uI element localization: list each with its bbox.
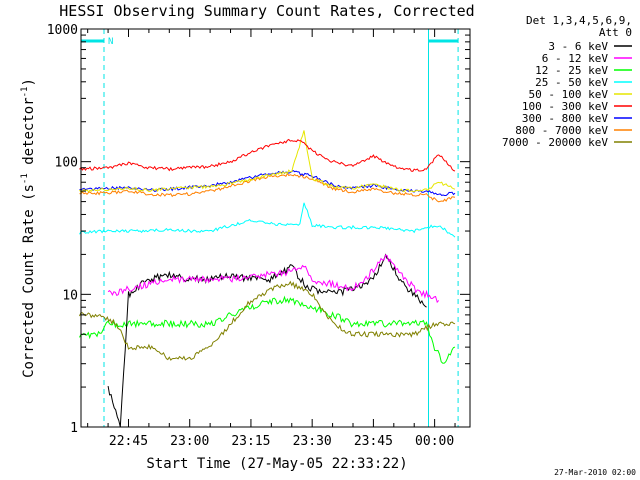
legend-label: 6 - 12 keV [542,52,609,65]
series-line-100-300-kev [79,138,456,172]
legend-header-line-2: Att 0 [599,26,632,39]
x-axis-label: Start Time (27-May-05 22:33:22) [146,456,407,472]
y-axis-ticks: 1 10 100 1000 [47,23,470,436]
x-tick-label: 23:30 [293,434,332,449]
legend-label: 300 - 800 keV [522,112,608,125]
legend-label: 12 - 25 keV [535,64,608,77]
x-tick-label: 22:45 [109,434,148,449]
y-axis-label-end: ) [21,78,37,86]
chart-title: HESSI Observing Summary Count Rates, Cor… [59,2,474,20]
y-axis-label-mid: detector [21,97,37,173]
y-tick-label: 10 [62,288,78,303]
series-layer [79,130,456,428]
plot-area-border [80,28,471,428]
y-axis-label-sup1: -1 [20,173,30,184]
series-line-7000-20000-kev [79,280,456,361]
series-line-12-25-kev [79,295,456,364]
x-tick-label: 23:45 [354,434,393,449]
x-axis-ticks: 22:45 23:00 23:15 23:30 23:45 00:00 [87,29,456,449]
footer-timestamp: 27-Mar-2010 02:00 [554,468,636,477]
series-line-6-12-kev [107,254,440,304]
legend-label: 7000 - 20000 keV [502,136,608,149]
y-tick-label: 1 [70,421,78,436]
x-tick-label: 23:15 [231,434,270,449]
y-axis-label: Corrected Count Rate (s-1 detector-1) [20,78,37,378]
y-tick-label: 100 [55,156,78,171]
legend-label: 100 - 300 keV [522,100,608,113]
legend-label: 25 - 50 keV [535,76,608,89]
series-line-25-50-kev [79,202,456,238]
night-label: N [108,37,113,47]
x-tick-label: 23:00 [170,434,209,449]
y-axis-label-sup2: -1 [20,87,30,98]
series-line-3-6-kev [107,253,427,428]
series-line-800-7000-kev [79,172,456,203]
legend-header-line-1: Det 1,3,4,5,6,9, [526,14,632,27]
series-line-50-100-kev [79,130,456,194]
legend-header: Det 1,3,4,5,6,9, Att 0 [526,14,632,39]
y-axis-label-main: Corrected Count Rate (s [21,184,37,378]
y-tick-label: 1000 [47,23,78,38]
night-intervals: N [80,29,459,427]
legend-label: 50 - 100 keV [529,88,609,101]
legend-label: 800 - 7000 keV [515,124,608,137]
legend-label: 3 - 6 keV [548,40,608,53]
x-tick-label: 00:00 [415,434,454,449]
